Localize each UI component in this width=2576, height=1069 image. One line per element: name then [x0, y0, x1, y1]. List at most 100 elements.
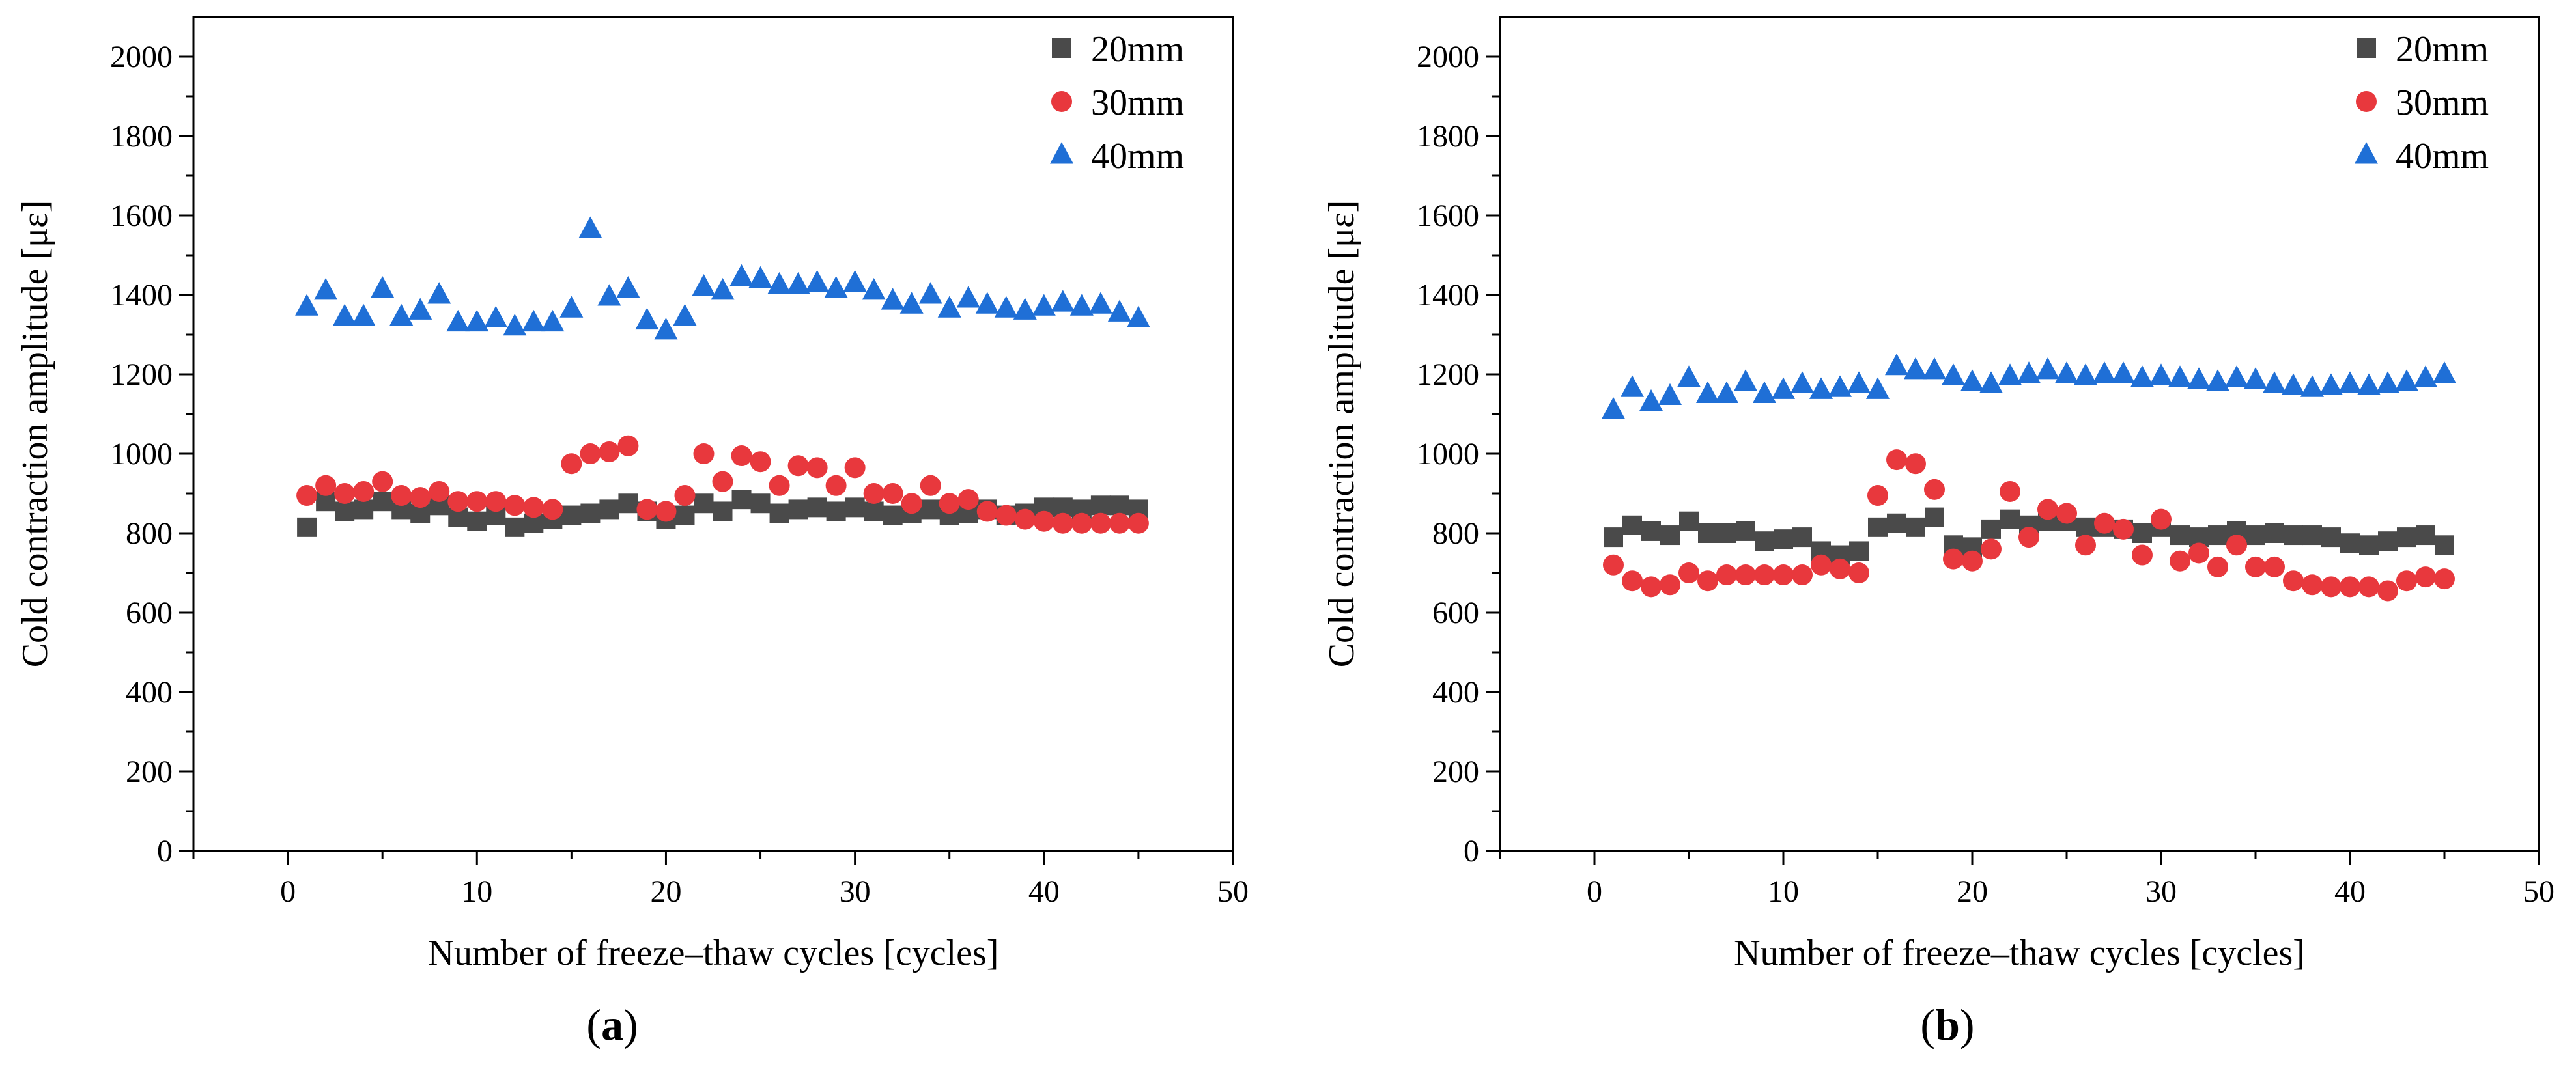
- data-point: [485, 491, 507, 512]
- data-point: [1052, 512, 1073, 534]
- y-tick-label: 1200: [110, 357, 173, 392]
- data-point: [1905, 453, 1926, 475]
- chart-panel-b: 0 200 400 600 800 1000 1200 1400 1600 1800 2000 0 10…: [1322, 16, 2555, 1049]
- data-point: [429, 480, 450, 502]
- data-point: [862, 278, 886, 300]
- x-tick-label: 0: [1587, 874, 1602, 909]
- data-point: [1032, 294, 1056, 316]
- data-point: [1755, 531, 1774, 551]
- data-point: [824, 276, 848, 298]
- data-point: [693, 443, 715, 464]
- data-point: [2076, 517, 2095, 537]
- data-point: [2206, 369, 2229, 391]
- legend-entry-30mm: 30mm: [1051, 83, 1184, 123]
- data-point: [467, 511, 487, 531]
- x-tick-label: 20: [650, 874, 681, 909]
- data-point: [616, 276, 640, 298]
- data-point: [2321, 576, 2342, 598]
- x-axis-title: Number of freeze–thaw cycles [cycles]: [428, 933, 999, 973]
- data-point: [1014, 508, 1036, 530]
- data-point: [843, 270, 867, 292]
- data-point: [2208, 525, 2228, 546]
- y-axis-title: Cold contraction amplitude [με]: [1322, 201, 1362, 668]
- series-30mm: [1603, 449, 2455, 602]
- data-point: [503, 313, 527, 336]
- data-point: [561, 453, 582, 475]
- data-point: [805, 270, 829, 292]
- data-point: [937, 296, 961, 318]
- legend-label: 20mm: [2396, 29, 2489, 70]
- data-point: [559, 296, 584, 318]
- data-point: [1660, 574, 1680, 596]
- y-tick-label: 1000: [110, 437, 173, 471]
- data-point: [523, 497, 545, 518]
- data-point: [1109, 512, 1130, 534]
- data-point: [410, 487, 431, 508]
- data-point: [845, 497, 865, 518]
- y-tick-label: 0: [1464, 834, 1479, 868]
- data-point: [2302, 525, 2322, 546]
- data-point: [2319, 373, 2343, 395]
- data-point: [2017, 361, 2041, 383]
- data-point: [899, 292, 924, 314]
- data-point: [957, 489, 979, 510]
- legend: 20mm 30mm 40mm: [1050, 29, 1184, 176]
- legend-entry-40mm: 40mm: [1050, 136, 1184, 176]
- data-point: [2340, 576, 2360, 598]
- panel-label: (b): [1920, 1000, 1974, 1049]
- data-point: [541, 309, 565, 332]
- data-point: [712, 471, 733, 492]
- y-tick-label: 1000: [1417, 437, 1479, 471]
- data-point: [1960, 369, 1984, 391]
- data-point: [731, 490, 752, 510]
- data-point: [2170, 550, 2190, 572]
- data-point: [2149, 363, 2173, 385]
- data-point: [1735, 564, 1756, 586]
- data-point: [769, 503, 789, 523]
- data-point: [2395, 369, 2418, 391]
- legend-entry-30mm: 30mm: [2356, 83, 2489, 123]
- data-point: [1107, 299, 1131, 322]
- data-point: [617, 435, 639, 456]
- data-point: [2132, 544, 2153, 566]
- data-point: [2187, 367, 2211, 389]
- data-point: [674, 485, 696, 507]
- data-point: [1790, 371, 1814, 393]
- data-point: [635, 307, 659, 330]
- data-point: [976, 501, 998, 522]
- data-point: [372, 471, 393, 492]
- data-point: [1641, 521, 1661, 541]
- data-point: [694, 493, 714, 514]
- data-point: [1716, 564, 1737, 586]
- data-point: [1679, 511, 1699, 531]
- data-point: [296, 485, 318, 507]
- series-30mm: [296, 435, 1149, 534]
- data-point: [1660, 525, 1680, 546]
- x-tick-label: 10: [461, 874, 492, 909]
- data-point: [806, 457, 828, 479]
- data-point: [750, 451, 771, 473]
- data-point: [1071, 512, 1092, 534]
- data-point: [1051, 290, 1075, 312]
- y-tick-label: 2000: [1417, 40, 1479, 74]
- y-tick-label: 800: [1432, 516, 1479, 551]
- data-point: [2359, 535, 2379, 555]
- data-point: [353, 480, 375, 502]
- data-point: [692, 273, 716, 296]
- data-point: [995, 505, 1017, 526]
- data-point: [1981, 519, 2001, 539]
- data-point: [2282, 373, 2305, 395]
- data-point: [597, 284, 621, 306]
- data-point: [522, 309, 546, 332]
- data-point: [484, 305, 508, 328]
- legend-label: 40mm: [1091, 136, 1184, 176]
- y-tick-label: 1800: [110, 119, 173, 154]
- data-point: [1962, 550, 1983, 572]
- x-tick-label: 50: [1217, 874, 1249, 909]
- series-40mm: [1602, 353, 2456, 419]
- data-point: [2151, 508, 2172, 530]
- data-point: [2300, 375, 2324, 397]
- data-point: [2170, 525, 2190, 546]
- data-point: [994, 296, 1018, 318]
